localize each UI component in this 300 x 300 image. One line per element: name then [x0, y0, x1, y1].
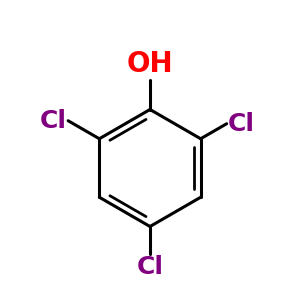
Text: OH: OH: [127, 50, 173, 78]
Text: Cl: Cl: [136, 255, 164, 279]
Text: Cl: Cl: [228, 112, 255, 136]
Text: Cl: Cl: [40, 109, 67, 133]
